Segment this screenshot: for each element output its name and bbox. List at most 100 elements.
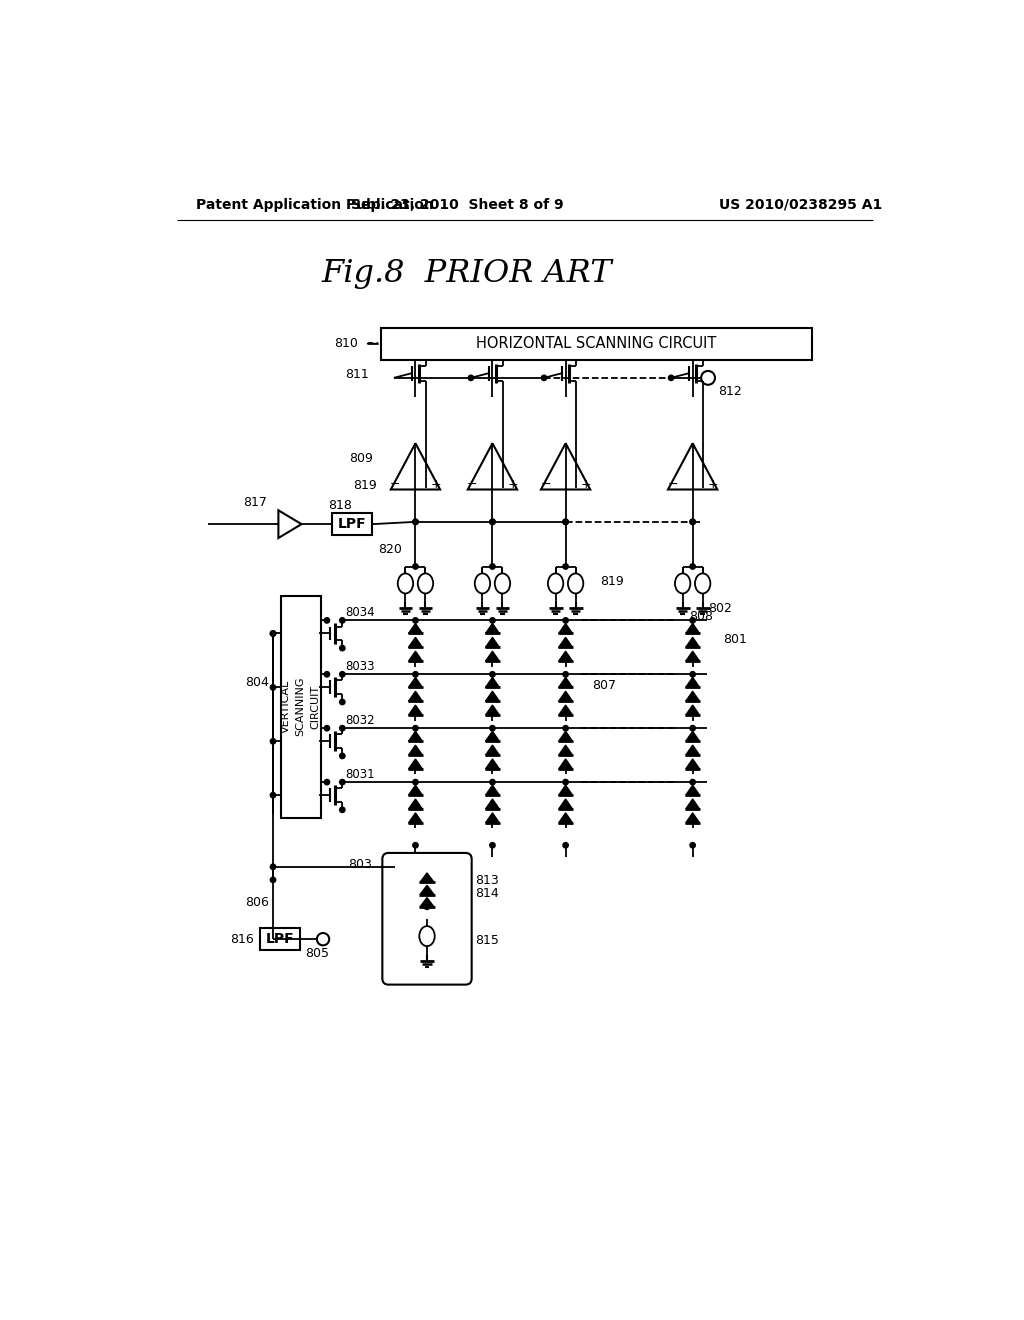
Polygon shape (686, 677, 699, 688)
Polygon shape (409, 813, 422, 822)
Text: 802: 802 (708, 602, 732, 615)
Ellipse shape (397, 573, 413, 594)
Circle shape (325, 726, 330, 731)
Circle shape (563, 842, 568, 847)
Polygon shape (420, 886, 434, 895)
Text: −: − (467, 478, 477, 491)
Bar (381, 327, 812, 360)
Polygon shape (686, 744, 699, 755)
Text: 816: 816 (230, 933, 254, 945)
Text: 813: 813 (475, 874, 499, 887)
Circle shape (563, 519, 568, 524)
Polygon shape (409, 799, 422, 809)
Bar (333, 513, 373, 535)
Text: 8033: 8033 (345, 660, 375, 673)
Polygon shape (559, 705, 572, 715)
Circle shape (563, 726, 568, 731)
Circle shape (690, 672, 695, 677)
Circle shape (413, 726, 418, 731)
Text: Sep. 23, 2010  Sheet 8 of 9: Sep. 23, 2010 Sheet 8 of 9 (351, 198, 564, 211)
Circle shape (270, 685, 275, 690)
Circle shape (563, 564, 568, 569)
Text: 817: 817 (244, 496, 267, 510)
Text: +: + (507, 478, 518, 491)
Text: 808: 808 (689, 610, 713, 623)
Polygon shape (409, 731, 422, 742)
Text: 814: 814 (475, 887, 499, 900)
Circle shape (563, 672, 568, 677)
Text: LPF: LPF (265, 932, 294, 946)
Circle shape (563, 519, 568, 524)
Circle shape (489, 672, 496, 677)
Polygon shape (686, 705, 699, 715)
Text: 820: 820 (378, 543, 401, 556)
Circle shape (270, 739, 275, 744)
Circle shape (690, 618, 695, 623)
Text: 812: 812 (718, 385, 741, 399)
Text: HORIZONTAL SCANNING CIRCUIT: HORIZONTAL SCANNING CIRCUIT (476, 337, 717, 351)
Text: US 2010/0238295 A1: US 2010/0238295 A1 (719, 198, 882, 211)
Circle shape (340, 645, 345, 651)
Circle shape (690, 564, 695, 569)
Circle shape (468, 375, 473, 380)
Polygon shape (686, 731, 699, 742)
Circle shape (413, 672, 418, 677)
Circle shape (270, 631, 275, 636)
Circle shape (690, 726, 695, 731)
Text: Fig.8  PRIOR ART: Fig.8 PRIOR ART (322, 259, 612, 289)
Text: 819: 819 (600, 576, 624, 589)
Circle shape (690, 842, 695, 847)
Text: −: − (541, 478, 551, 491)
Polygon shape (420, 873, 434, 882)
Circle shape (340, 672, 345, 677)
Text: 8034: 8034 (345, 606, 375, 619)
Text: +: + (430, 478, 440, 491)
Text: 803: 803 (348, 858, 372, 871)
Ellipse shape (675, 573, 690, 594)
Polygon shape (686, 651, 699, 661)
Ellipse shape (418, 573, 433, 594)
Circle shape (270, 878, 275, 883)
Polygon shape (485, 705, 500, 715)
Polygon shape (559, 799, 572, 809)
Polygon shape (686, 813, 699, 822)
Ellipse shape (695, 573, 711, 594)
Text: 804: 804 (246, 676, 269, 689)
Polygon shape (559, 638, 572, 647)
Text: 805: 805 (305, 946, 329, 960)
Text: 8032: 8032 (345, 714, 375, 727)
Polygon shape (409, 744, 422, 755)
Polygon shape (559, 623, 572, 634)
Text: −: − (390, 478, 400, 491)
Text: 8031: 8031 (345, 768, 375, 781)
Polygon shape (409, 705, 422, 715)
Text: 815: 815 (475, 935, 499, 948)
Polygon shape (485, 744, 500, 755)
Text: 811: 811 (345, 367, 370, 380)
Polygon shape (559, 744, 572, 755)
Polygon shape (686, 638, 699, 647)
Circle shape (690, 779, 695, 785)
Ellipse shape (419, 927, 435, 946)
Polygon shape (485, 677, 500, 688)
Ellipse shape (495, 573, 510, 594)
Polygon shape (559, 731, 572, 742)
Circle shape (489, 564, 496, 569)
Circle shape (413, 779, 418, 785)
Bar (260, 928, 300, 950)
Text: +: + (708, 478, 718, 491)
Polygon shape (409, 759, 422, 770)
Text: ~: ~ (365, 335, 379, 352)
Polygon shape (485, 623, 500, 634)
Polygon shape (686, 759, 699, 770)
Polygon shape (559, 677, 572, 688)
Polygon shape (559, 759, 572, 770)
Circle shape (340, 700, 345, 705)
Text: Patent Application Publication: Patent Application Publication (196, 198, 434, 211)
Ellipse shape (475, 573, 490, 594)
Ellipse shape (548, 573, 563, 594)
Polygon shape (686, 785, 699, 795)
Circle shape (340, 807, 345, 813)
Circle shape (489, 726, 496, 731)
Bar (281, 595, 321, 817)
